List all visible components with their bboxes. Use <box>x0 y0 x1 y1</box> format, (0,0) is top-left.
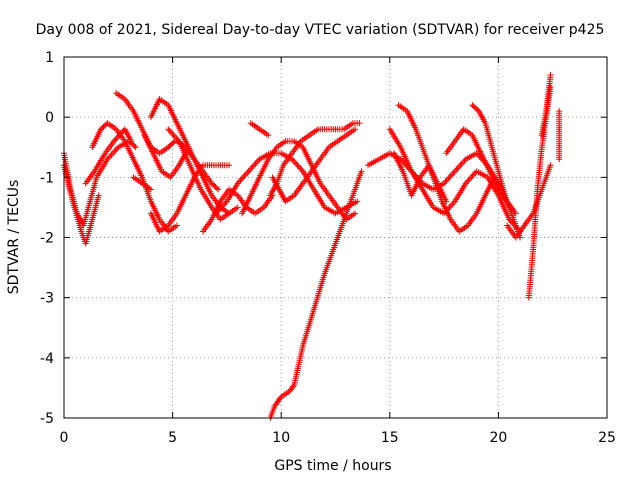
series-arc-ab-track <box>556 110 563 161</box>
series-arc-i-track <box>148 162 230 234</box>
y-tick-label: -4 <box>40 351 54 367</box>
interpolated-markers <box>539 74 554 137</box>
series-arc-x-track <box>470 103 508 197</box>
series-arc-f <box>130 174 154 193</box>
interpolated-markers <box>268 170 364 419</box>
series-arc-o <box>247 120 272 139</box>
series-arc-aa <box>538 72 554 139</box>
y-tick-label: -3 <box>40 291 54 307</box>
y-axis-label: SDTVAR / TECUs <box>6 180 22 295</box>
data-series <box>61 72 563 421</box>
interpolated-markers <box>61 139 138 227</box>
series-arc-x <box>469 102 508 199</box>
series-arc-f-track <box>132 175 153 192</box>
series-arc-z-track <box>526 86 554 299</box>
series-arc-n <box>239 138 359 223</box>
interpolated-markers <box>148 162 230 234</box>
interpolated-markers <box>249 121 270 137</box>
series-arc-v <box>391 150 450 205</box>
series-arc-c-track <box>90 121 179 234</box>
x-tick-label: 0 <box>60 430 69 446</box>
series-arc-j <box>165 126 233 223</box>
series-arc-q <box>269 126 359 205</box>
series-arc-n-track <box>240 138 357 222</box>
interpolated-markers <box>392 152 449 203</box>
series-arc-k <box>173 138 222 193</box>
series-arc-p-track <box>268 120 361 197</box>
interpolated-markers <box>444 127 518 215</box>
y-tick-label: -2 <box>40 231 54 247</box>
y-tick-label: -1 <box>40 170 54 186</box>
interpolated-markers <box>270 127 357 204</box>
series-arc-o-track <box>249 121 270 137</box>
data-point <box>451 168 458 175</box>
chart-title: Day 008 of 2021, Sidereal Day-to-day VTE… <box>36 22 605 38</box>
series-arc-a-track <box>61 139 138 227</box>
series-arc-p <box>267 120 363 199</box>
series-arc-d-track <box>84 127 134 185</box>
x-tick-label: 15 <box>381 430 399 446</box>
interpolated-markers <box>175 139 220 192</box>
series-arc-j-track <box>166 127 231 222</box>
x-tick-label: 10 <box>272 430 290 446</box>
interpolated-markers <box>166 127 231 222</box>
y-tick-label: -5 <box>40 411 54 427</box>
y-tick-label: 0 <box>45 110 54 126</box>
series-arc-r-track <box>268 170 364 419</box>
data-point <box>165 126 172 133</box>
interpolated-markers <box>505 164 553 239</box>
series-arc-m-track <box>214 150 359 216</box>
series-arc-q-track <box>270 127 357 204</box>
series-arc-h-track <box>142 134 188 180</box>
interpolated-markers <box>240 138 357 222</box>
interpolated-markers <box>397 103 523 239</box>
x-tick-label: 5 <box>168 430 177 446</box>
interpolated-markers <box>132 175 153 192</box>
series-arc-w <box>443 126 519 217</box>
x-tick-label: 25 <box>598 430 616 446</box>
series-arc-ab <box>556 108 563 163</box>
axis-ticks: 0 5 10 15 20 25 -5 -4 -3 -2 -1 0 1 <box>40 50 616 446</box>
x-axis-label: GPS time / hours <box>274 458 391 474</box>
x-tick-label: 20 <box>489 430 507 446</box>
interpolated-markers <box>142 134 188 180</box>
y-tick-label: 1 <box>45 50 54 66</box>
series-arc-z <box>525 84 554 301</box>
series-arc-w-track <box>444 127 518 215</box>
series-arc-y-track <box>505 164 553 239</box>
interpolated-markers <box>90 121 179 234</box>
interpolated-markers <box>214 150 359 216</box>
interpolated-markers <box>84 127 134 185</box>
data-point <box>245 168 252 175</box>
series-arc-k-track <box>175 139 220 192</box>
interpolated-markers <box>556 110 563 161</box>
interpolated-markers <box>526 86 554 299</box>
interpolated-markers <box>268 120 361 197</box>
series-arc-c <box>89 120 180 235</box>
series-arc-d <box>82 126 135 187</box>
series-arc-r <box>267 168 365 421</box>
series-arc-v-track <box>392 152 449 203</box>
series-arc-u-track <box>397 103 523 239</box>
interpolated-markers <box>470 103 508 197</box>
series-arc-aa-track <box>539 74 554 137</box>
series-arc-y <box>504 162 554 241</box>
